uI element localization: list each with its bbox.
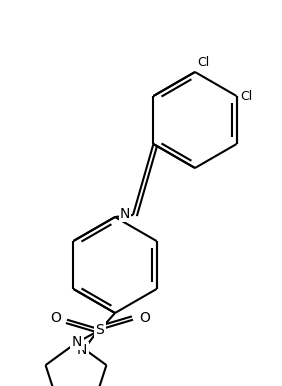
Text: O: O [50,311,61,325]
Text: N: N [72,335,82,349]
Text: N: N [77,343,87,357]
Text: O: O [139,311,150,325]
Text: Cl: Cl [197,56,209,69]
Text: S: S [96,323,104,337]
Text: Cl: Cl [241,90,253,103]
Text: S: S [96,323,104,337]
Text: N: N [120,207,130,221]
